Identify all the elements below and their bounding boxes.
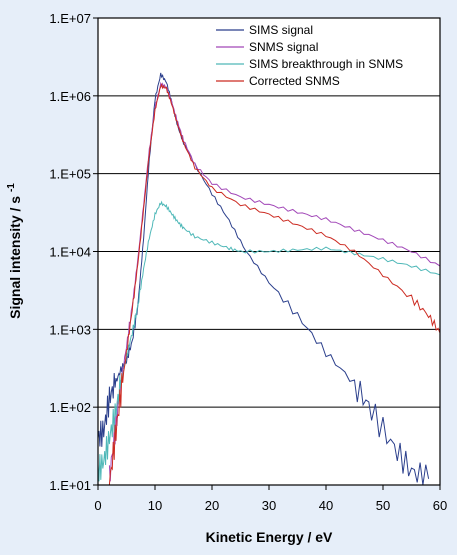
legend-label: SIMS breakthrough in SNMS — [249, 57, 403, 71]
legend-box — [212, 20, 438, 92]
y-axis-ticks: 1.E+01 1.E+02 1.E+03 1.E+04 1.E+05 1.E+06 1.E+… — [49, 11, 98, 493]
series-lines — [97, 72, 441, 486]
y-axis-title-main: Signal intensity / s — [7, 196, 23, 319]
x-tick-label: 30 — [262, 498, 276, 513]
legend-label: SIMS signal — [249, 23, 313, 37]
x-tick-label: 0 — [94, 498, 101, 513]
y-tick-label: 1.E+05 — [49, 167, 91, 182]
y-tick-label: 1.E+07 — [49, 11, 91, 26]
y-tick-label: 1.E+02 — [49, 400, 91, 415]
legend-label: Corrected SNMS — [249, 74, 340, 88]
x-tick-label: 40 — [319, 498, 333, 513]
x-axis-title: Kinetic Energy / eV — [206, 529, 333, 545]
legend-label: SNMS signal — [249, 40, 318, 54]
y-axis-title-exponent: -1 — [6, 183, 17, 192]
y-tick-label: 1.E+01 — [49, 478, 91, 493]
y-axis-title-group: Signal intensity / s -1 — [6, 183, 23, 319]
y-tick-label: 1.E+04 — [49, 245, 91, 260]
x-tick-label: 20 — [205, 498, 219, 513]
series-line — [108, 82, 441, 486]
x-tick-label: 10 — [148, 498, 162, 513]
y-axis-title: Signal intensity / s -1 — [6, 183, 23, 319]
x-tick-label: 50 — [376, 498, 390, 513]
legend: SIMS signal SNMS signal SIMS breakthrough … — [212, 20, 438, 92]
y-tick-label: 1.E+06 — [49, 89, 91, 104]
x-axis-ticks: 0 10 20 30 40 50 60 — [94, 485, 447, 513]
x-tick-label: 60 — [433, 498, 447, 513]
y-tick-label: 1.E+03 — [49, 322, 91, 337]
series-line — [97, 200, 441, 482]
